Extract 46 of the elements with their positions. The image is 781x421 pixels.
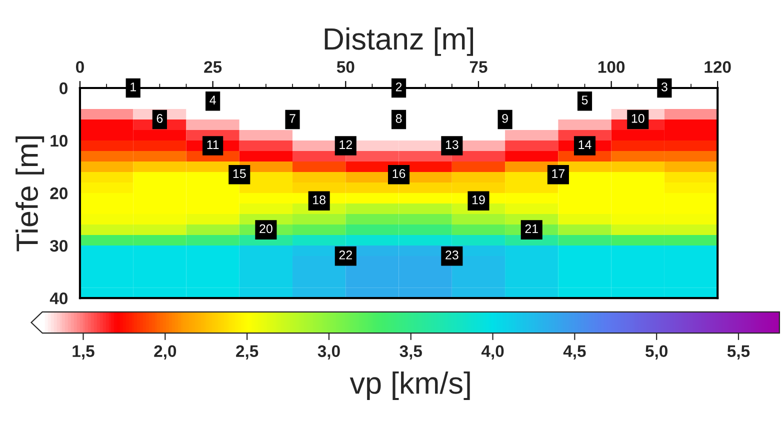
annotation: 23 [446, 250, 458, 260]
annotation: 15 [233, 169, 246, 178]
annotation: 11 [207, 140, 219, 149]
x-tick-label: 100 [598, 61, 625, 73]
x-tick-label: 50 [336, 61, 354, 73]
annotation: 22 [339, 250, 352, 260]
annotation: 14 [578, 140, 592, 149]
color-bar-label: 2,0 [154, 345, 176, 360]
x-tick-label: 25 [204, 61, 222, 73]
annotation: 17 [552, 169, 565, 178]
annotation: 21 [525, 224, 538, 234]
color-bar-label: 1,5 [72, 345, 94, 360]
y-tick-label: 40 [50, 292, 68, 304]
annotation: 2 [396, 82, 402, 92]
annotation: 9 [502, 114, 508, 123]
annotation: 16 [392, 169, 406, 178]
annotation: 6 [156, 114, 163, 123]
annotation: 5 [582, 96, 588, 104]
color-bar-label: 2,5 [236, 345, 258, 360]
annotation: 3 [661, 82, 668, 92]
annotation: 4 [210, 96, 216, 104]
color-bar-label: 3,0 [318, 345, 340, 360]
y-tick-label: 20 [50, 187, 68, 200]
x-tick-label: 120 [704, 61, 731, 73]
color-bar-label: 4,0 [481, 345, 504, 360]
annotation: 1 [130, 82, 136, 92]
color-bar-label: 4,5 [563, 345, 586, 360]
y-tick-label: 0 [60, 82, 68, 94]
color-bar-title: vp [km/s] [350, 371, 470, 400]
y-tick-label: 30 [50, 240, 68, 252]
y-tick-label: 10 [50, 134, 68, 147]
annotation: 20 [260, 224, 272, 234]
annotation: 13 [446, 140, 458, 150]
annotation: 10 [632, 114, 644, 123]
annotation: 18 [313, 195, 326, 204]
color-bar-label: 5,5 [727, 345, 750, 360]
annotation: 7 [290, 114, 296, 123]
annotation: 8 [396, 114, 402, 123]
annotation: 12 [340, 140, 352, 149]
x-tick-label: 75 [470, 61, 488, 73]
annotation: 19 [472, 195, 485, 204]
y-axis-title: Tiefe [m] [16, 136, 44, 252]
color-bar-label: 3,5 [400, 345, 422, 360]
x-axis-title: Distanz [m] [324, 27, 474, 56]
x-tick-label: 0 [76, 61, 84, 73]
color-bar-label: 5,0 [646, 345, 668, 360]
